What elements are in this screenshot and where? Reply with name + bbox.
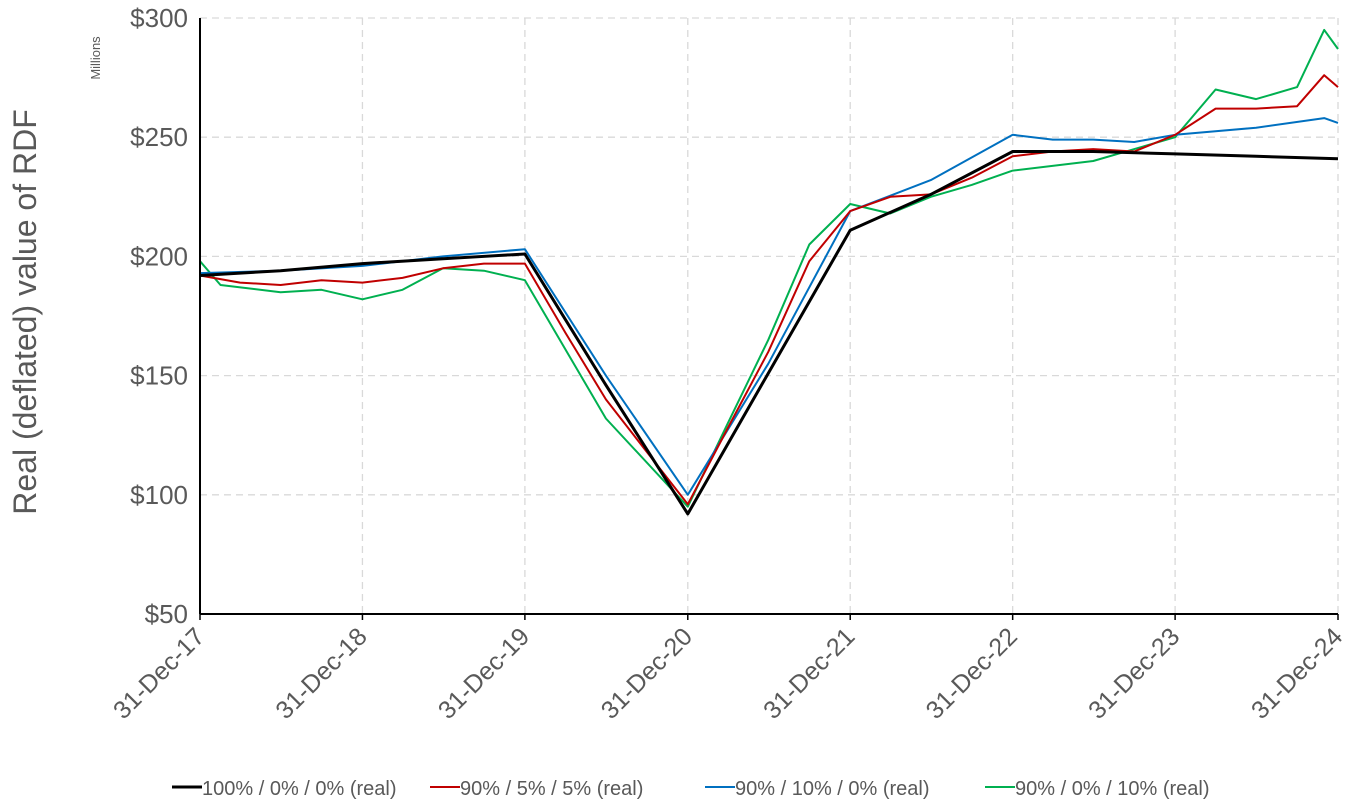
y-tick-label: $50	[145, 599, 188, 629]
x-tick-label: 31-Dec-17	[108, 622, 210, 724]
y-axis-title: Real (deflated) value of RDF	[7, 109, 43, 515]
legend-label: 90% / 5% / 5% (real)	[460, 778, 643, 800]
y-tick-label: $300	[130, 3, 188, 33]
series-line	[199, 150, 1339, 516]
gridlines	[200, 17, 1339, 614]
legend-label: 90% / 10% / 0% (real)	[735, 778, 930, 800]
x-tick-label: 31-Dec-18	[270, 622, 372, 724]
y-tick-label: $150	[130, 361, 188, 391]
x-tick-label: 31-Dec-22	[921, 622, 1023, 724]
series-lines	[199, 28, 1339, 516]
legend-label: 90% / 0% / 10% (real)	[1015, 778, 1210, 800]
x-tick-label: 31-Dec-19	[433, 622, 535, 724]
x-tick-label: 31-Dec-23	[1083, 622, 1185, 724]
x-tick-label: 31-Dec-21	[758, 622, 860, 724]
y-unit-label: Millions	[88, 36, 103, 80]
series-line	[199, 117, 1339, 496]
legend-label: 100% / 0% / 0% (real)	[202, 778, 397, 800]
y-tick-labels: $50 $100 $150 $200 $250 $300	[130, 3, 188, 629]
legend: 100% / 0% / 0% (real) 90% / 5% / 5% (real…	[172, 778, 1210, 800]
y-tick-label: $250	[130, 122, 188, 152]
series-line	[199, 28, 1339, 508]
x-tick-labels: 31-Dec-17 31-Dec-18 31-Dec-19 31-Dec-20 31-D…	[108, 614, 1348, 725]
y-tick-label: $100	[130, 480, 188, 510]
x-tick-label: 31-Dec-20	[596, 622, 698, 724]
series-line	[199, 74, 1339, 506]
x-tick-label: 31-Dec-24	[1246, 622, 1348, 724]
y-tick-label: $200	[130, 241, 188, 271]
axes	[199, 18, 1338, 615]
